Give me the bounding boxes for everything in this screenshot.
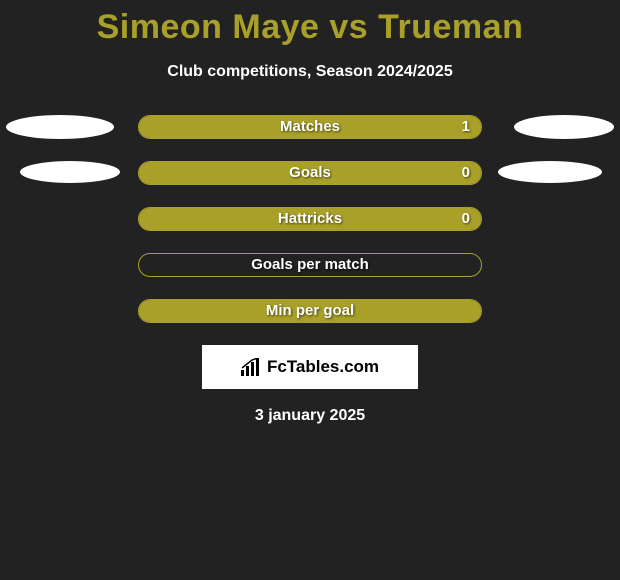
brand-label: FcTables.com xyxy=(241,357,379,377)
brand-text: FcTables.com xyxy=(267,357,379,377)
stat-bar xyxy=(138,161,482,185)
comparison-widget: Simeon Maye vs Trueman Club competitions… xyxy=(0,0,620,425)
stat-bar xyxy=(138,115,482,139)
value-ellipse-right xyxy=(514,115,614,139)
stat-row: Min per goal xyxy=(0,299,620,323)
page-subtitle: Club competitions, Season 2024/2025 xyxy=(0,63,620,81)
chart-icon xyxy=(241,358,263,376)
stat-row: Goals per match xyxy=(0,253,620,277)
stat-rows: Matches1 Goals0 Hattricks0 Goals per match M… xyxy=(0,115,620,323)
stat-row: Matches1 xyxy=(0,115,620,139)
page-title: Simeon Maye vs Trueman xyxy=(0,0,620,47)
stat-bar xyxy=(138,253,482,277)
stat-bar-fill xyxy=(139,208,481,230)
stat-bar xyxy=(138,207,482,231)
stat-bar xyxy=(138,299,482,323)
stat-row: Hattricks0 xyxy=(0,207,620,231)
value-ellipse-right xyxy=(498,161,602,183)
brand-box: FcTables.com xyxy=(202,345,418,389)
stat-bar-fill xyxy=(139,116,481,138)
date-line: 3 january 2025 xyxy=(0,407,620,425)
stat-bar-fill xyxy=(139,300,481,322)
stat-bar-fill xyxy=(139,162,481,184)
value-ellipse-left xyxy=(6,115,114,139)
stat-row: Goals0 xyxy=(0,161,620,185)
value-ellipse-left xyxy=(20,161,120,183)
